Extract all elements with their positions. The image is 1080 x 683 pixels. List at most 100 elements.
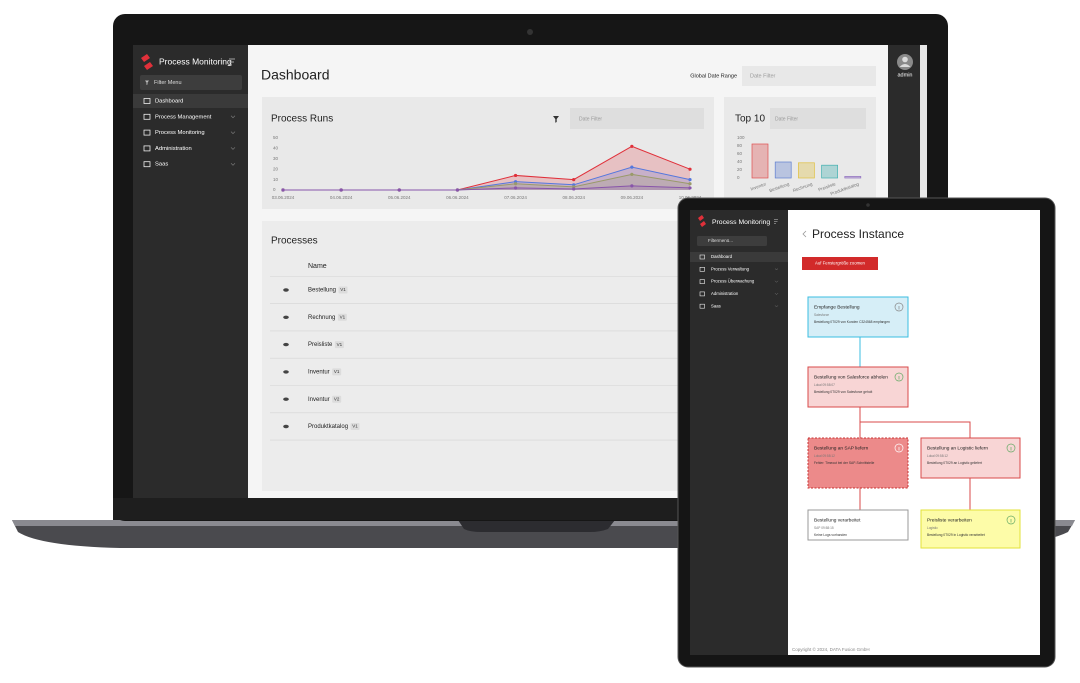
process-name[interactable]: Inventur [308,369,330,375]
nav-item[interactable]: Process Monitoring [155,130,205,136]
date-filter: Date Filter [775,116,798,122]
x-tick-label: 04.06.2024 [330,195,353,200]
y-tick-label: 20 [273,166,279,171]
eye-icon[interactable] [283,342,289,347]
eye-icon[interactable] [283,397,289,401]
version-badge [332,395,342,403]
chevron [774,268,779,271]
nav-item[interactable]: Prozess Überwachung [711,279,755,284]
eye-icon[interactable] [283,288,289,292]
button-label: Auf Fenstergröße zoomen [815,261,866,266]
nav-active [133,94,248,108]
data-point [513,186,518,190]
nav-item[interactable]: Administration [711,291,739,296]
tablet-content: Process Monitoring Filtermenü... Dashboard… [699,219,1021,652]
node-box[interactable] [807,366,909,408]
process-name[interactable]: Bestellung [308,288,336,294]
logo [141,54,153,70]
node-box[interactable] [920,509,1021,549]
process-name[interactable]: Preisliste [308,342,333,348]
process-name[interactable]: Rechnung [308,315,335,321]
version-badge [337,313,347,321]
nav-item[interactable]: Saas [711,303,721,308]
nav-item[interactable]: Process Management [155,114,212,120]
x-tick-label: 05.06.2024 [388,195,411,200]
data-point [339,188,343,192]
node-title: Preisliste verarbeiten [927,517,972,523]
nav-icon [143,161,151,168]
filter-label: Filtermenü... [708,238,733,243]
y-tick-label: 10 [273,177,279,182]
filter-box[interactable] [697,236,767,246]
camera [527,29,533,35]
x-tick-label: Rechnung [792,181,813,193]
eye-icon[interactable] [283,315,289,319]
main-area [788,210,1040,655]
x-tick-label: 03.06.2024 [272,195,295,200]
sidebar [133,45,248,498]
node-box[interactable] [807,509,909,541]
bar [821,164,838,179]
date-input[interactable] [742,66,876,86]
node-title: Bestellung an Logistic liefern [927,445,988,451]
node-subtitle: Lokal 09:58:07 [814,383,835,387]
page-title: Dashboard [261,67,330,83]
nav-icon [699,266,705,272]
y-tick-label: 80 [737,143,743,148]
process-name[interactable]: Produktkatalog [308,424,348,430]
filter-box[interactable] [140,75,242,90]
back-icon[interactable] [802,230,807,238]
nav-icon [143,98,151,104]
data-point [688,186,692,190]
date-input[interactable] [570,108,704,129]
eye-icon[interactable] [283,424,289,429]
process-name[interactable]: Inventur [308,397,330,403]
sidebar [690,210,788,655]
nav-icon [699,254,705,260]
node-text: Keine Logs vorhanden [814,533,847,537]
x-tick-label: Preisliste [817,181,836,192]
date-range-label: Global Date Range [690,73,737,79]
nav-item[interactable]: Dashboard [711,254,733,259]
series-area [283,174,690,190]
eye-icon[interactable] [283,370,289,374]
version-badge [338,286,348,294]
info-icon[interactable] [894,372,904,382]
nav-icon [699,279,705,284]
data-point [688,182,692,186]
avatar-body [899,64,911,67]
date-filter: Date Filter [579,116,602,122]
date-input[interactable] [770,108,866,129]
bar [774,161,792,179]
node-text: Bestellung 0T029 von Kunden C324568 empf… [814,320,890,324]
version-badge [332,368,342,376]
y-tick-label: 50 [273,135,279,140]
node-box[interactable] [807,437,909,489]
nav-icon [143,145,151,152]
nav-item[interactable]: Saas [155,162,168,168]
info-icon[interactable] [894,302,904,312]
card-title: Processes [271,236,318,247]
info-icon[interactable] [1006,515,1016,525]
nav-item[interactable]: Prozess Verwaltung [711,266,750,271]
menu-icon[interactable] [774,219,778,224]
version: V2 [334,396,340,401]
nav-icon [699,303,705,309]
menu-icon[interactable] [229,58,235,66]
node-box[interactable] [920,437,1021,479]
zoom-button[interactable] [802,257,878,270]
node-title: Bestellung an SAP liefern [814,445,869,451]
connectors [859,337,971,510]
brand: Process Monitoring [712,219,770,226]
nav-item[interactable]: Dashboard [155,99,183,105]
info-icon[interactable] [1006,443,1016,453]
x-tick-label: Inventur [750,181,767,191]
info-icon[interactable] [894,443,904,453]
chevron [230,162,236,166]
data-point [513,182,518,186]
filter-icon[interactable] [553,116,559,123]
chevron [774,305,779,308]
node-box[interactable] [807,296,909,338]
nav-item[interactable]: Administration [155,146,192,152]
